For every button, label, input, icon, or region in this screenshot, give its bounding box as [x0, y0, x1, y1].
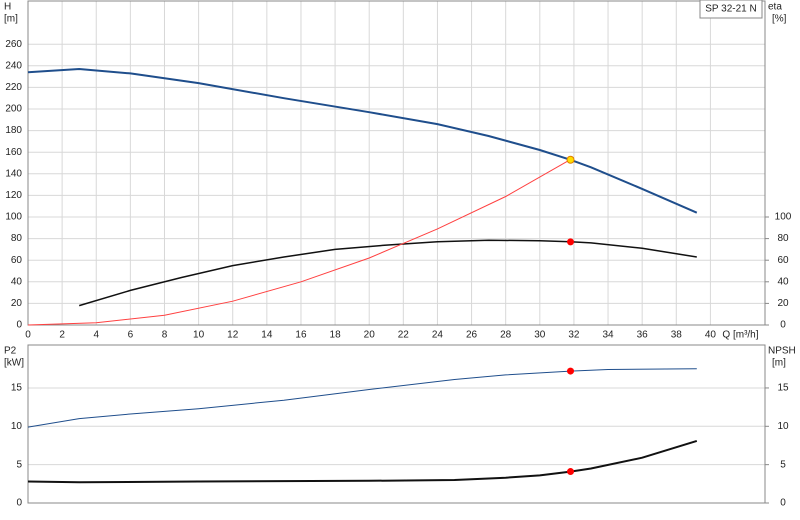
x-tick-label: 26	[466, 330, 478, 341]
y2-tick-label: 10	[777, 421, 789, 432]
y-tick-label: 180	[5, 125, 22, 136]
plot-frame	[27, 0, 766, 326]
y-tick-label: 0	[16, 498, 22, 509]
curve	[27, 439, 698, 484]
x-tick-label: 22	[398, 330, 410, 341]
curve	[27, 67, 698, 214]
y2-tick-label: 40	[777, 276, 789, 287]
y2-tick-label: 5	[780, 459, 786, 470]
y2-tick-label: 15	[777, 383, 789, 394]
title-box	[699, 0, 763, 19]
x-tick-label: 16	[295, 330, 307, 341]
y-axis-label: H	[4, 2, 11, 13]
y-tick-label: 240	[5, 60, 22, 71]
x-tick-label: 0	[25, 330, 31, 341]
x-tick-label: 30	[534, 330, 546, 341]
x-axis-label: Q [m³/h]	[722, 330, 758, 341]
x-tick-label: 40	[705, 330, 717, 341]
y2-axis-label: eta	[768, 2, 782, 13]
data-point	[566, 155, 575, 164]
curve	[27, 157, 575, 326]
x-tick-label: 6	[128, 330, 134, 341]
y-tick-label: 40	[11, 276, 23, 287]
y2-tick-label: 20	[777, 298, 789, 309]
y-tick-label: 120	[5, 190, 22, 201]
y-tick-label: 80	[11, 233, 23, 244]
y2-tick-label: 0	[780, 320, 786, 331]
curve	[78, 239, 697, 307]
x-tick-label: 32	[568, 330, 580, 341]
y-tick-label: 0	[16, 320, 22, 331]
y-tick-label: 220	[5, 82, 22, 93]
x-tick-label: 8	[162, 330, 168, 341]
curve	[27, 368, 697, 428]
y-tick-label: 260	[5, 39, 22, 50]
y2-tick-label: 0	[780, 498, 786, 509]
x-tick-label: 18	[330, 330, 342, 341]
y-tick-label: 100	[5, 212, 22, 223]
y-tick-label: 60	[11, 255, 23, 266]
data-point	[567, 468, 575, 476]
x-tick-label: 14	[261, 330, 273, 341]
y-tick-label: 10	[11, 421, 23, 432]
x-tick-label: 28	[500, 330, 512, 341]
x-tick-label: 36	[637, 330, 649, 341]
x-tick-label: 24	[432, 330, 444, 341]
x-tick-label: 4	[93, 330, 99, 341]
y2-axis-unit: [%]	[772, 14, 787, 25]
y-axis-unit: [m]	[4, 14, 18, 25]
x-tick-label: 2	[59, 330, 65, 341]
x-tick-label: 12	[227, 330, 239, 341]
data-point	[567, 367, 575, 375]
y2-tick-label: 100	[775, 212, 792, 223]
y-axis-label: P2	[4, 346, 17, 357]
y2-tick-label: 60	[777, 255, 789, 266]
y-tick-label: 5	[16, 459, 22, 470]
plot-frame	[27, 344, 766, 504]
x-tick-label: 10	[193, 330, 205, 341]
y2-axis-label: NPSH	[768, 346, 796, 357]
y-tick-label: 20	[11, 298, 23, 309]
y-tick-label: 140	[5, 168, 22, 179]
y-tick-label: 15	[11, 383, 23, 394]
x-tick-label: 34	[602, 330, 614, 341]
y2-tick-label: 80	[777, 233, 789, 244]
y-tick-label: 160	[5, 147, 22, 158]
x-tick-label: 20	[364, 330, 376, 341]
data-point	[567, 238, 575, 246]
y-tick-label: 200	[5, 104, 22, 115]
x-tick-label: 38	[671, 330, 683, 341]
y-axis-unit: [kW]	[4, 358, 24, 369]
chart-title: SP 32-21 N	[705, 4, 757, 15]
y2-axis-unit: [m]	[772, 358, 786, 369]
